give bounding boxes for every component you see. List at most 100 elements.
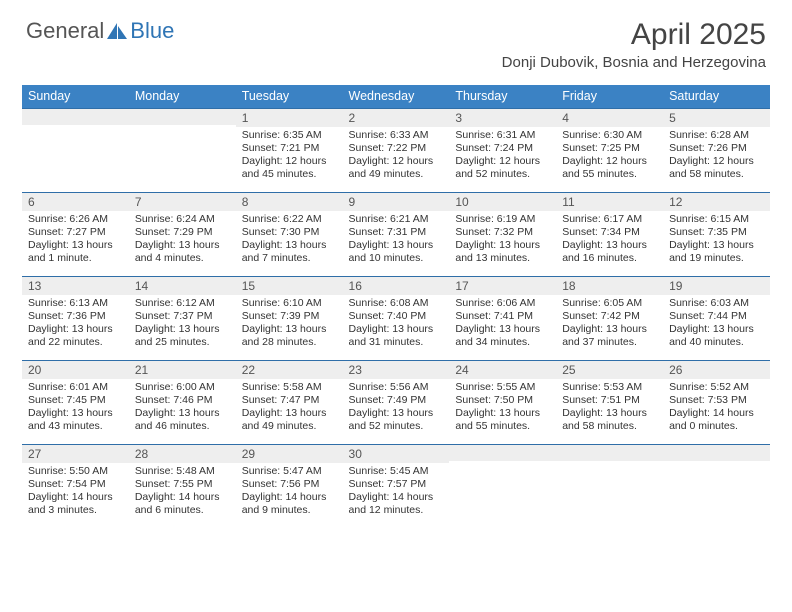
sunset-text: Sunset: 7:21 PM [242,142,337,155]
day-details: Sunrise: 6:21 AMSunset: 7:31 PMDaylight:… [343,211,450,270]
sunrise-text: Sunrise: 6:35 AM [242,129,337,142]
title-block: April 2025 Donji Dubovik, Bosnia and Her… [502,18,766,71]
sunset-text: Sunset: 7:36 PM [28,310,123,323]
day-details: Sunrise: 6:05 AMSunset: 7:42 PMDaylight:… [556,295,663,354]
day-number [449,444,556,461]
calendar-cell: 16Sunrise: 6:08 AMSunset: 7:40 PMDayligh… [343,276,450,360]
day-number: 14 [129,276,236,295]
sunset-text: Sunset: 7:51 PM [562,394,657,407]
calendar-cell [556,444,663,528]
sunset-text: Sunset: 7:54 PM [28,478,123,491]
sunset-text: Sunset: 7:47 PM [242,394,337,407]
sunset-text: Sunset: 7:27 PM [28,226,123,239]
daylight-text: Daylight: 13 hours and 31 minutes. [349,323,444,349]
weekday-header: Monday [129,85,236,108]
calendar-cell: 30Sunrise: 5:45 AMSunset: 7:57 PMDayligh… [343,444,450,528]
day-details: Sunrise: 6:15 AMSunset: 7:35 PMDaylight:… [663,211,770,270]
sunset-text: Sunset: 7:55 PM [135,478,230,491]
day-details: Sunrise: 6:19 AMSunset: 7:32 PMDaylight:… [449,211,556,270]
daylight-text: Daylight: 13 hours and 37 minutes. [562,323,657,349]
brand-text-general: General [26,18,104,44]
day-details: Sunrise: 6:00 AMSunset: 7:46 PMDaylight:… [129,379,236,438]
calendar-cell: 21Sunrise: 6:00 AMSunset: 7:46 PMDayligh… [129,360,236,444]
day-number: 25 [556,360,663,379]
day-number: 10 [449,192,556,211]
sunrise-text: Sunrise: 6:03 AM [669,297,764,310]
day-number: 24 [449,360,556,379]
daylight-text: Daylight: 12 hours and 52 minutes. [455,155,550,181]
day-details: Sunrise: 5:55 AMSunset: 7:50 PMDaylight:… [449,379,556,438]
daylight-text: Daylight: 13 hours and 34 minutes. [455,323,550,349]
day-number: 20 [22,360,129,379]
sunset-text: Sunset: 7:26 PM [669,142,764,155]
sunset-text: Sunset: 7:29 PM [135,226,230,239]
sunset-text: Sunset: 7:42 PM [562,310,657,323]
sunset-text: Sunset: 7:45 PM [28,394,123,407]
day-number [22,108,129,125]
calendar-row: 27Sunrise: 5:50 AMSunset: 7:54 PMDayligh… [22,444,770,528]
calendar-cell: 11Sunrise: 6:17 AMSunset: 7:34 PMDayligh… [556,192,663,276]
day-number: 19 [663,276,770,295]
day-details: Sunrise: 6:22 AMSunset: 7:30 PMDaylight:… [236,211,343,270]
calendar-cell: 28Sunrise: 5:48 AMSunset: 7:55 PMDayligh… [129,444,236,528]
sunrise-text: Sunrise: 6:05 AM [562,297,657,310]
day-number: 5 [663,108,770,127]
sunrise-text: Sunrise: 5:56 AM [349,381,444,394]
day-number: 12 [663,192,770,211]
sunrise-text: Sunrise: 6:12 AM [135,297,230,310]
day-number: 16 [343,276,450,295]
calendar-row: 6Sunrise: 6:26 AMSunset: 7:27 PMDaylight… [22,192,770,276]
calendar-cell: 18Sunrise: 6:05 AMSunset: 7:42 PMDayligh… [556,276,663,360]
calendar-cell: 24Sunrise: 5:55 AMSunset: 7:50 PMDayligh… [449,360,556,444]
sunrise-text: Sunrise: 5:47 AM [242,465,337,478]
day-number [129,108,236,125]
day-details: Sunrise: 5:47 AMSunset: 7:56 PMDaylight:… [236,463,343,522]
daylight-text: Daylight: 13 hours and 58 minutes. [562,407,657,433]
day-number: 18 [556,276,663,295]
day-details: Sunrise: 5:48 AMSunset: 7:55 PMDaylight:… [129,463,236,522]
sunrise-text: Sunrise: 5:45 AM [349,465,444,478]
day-details: Sunrise: 6:13 AMSunset: 7:36 PMDaylight:… [22,295,129,354]
daylight-text: Daylight: 13 hours and 52 minutes. [349,407,444,433]
day-details: Sunrise: 6:28 AMSunset: 7:26 PMDaylight:… [663,127,770,186]
day-details: Sunrise: 6:12 AMSunset: 7:37 PMDaylight:… [129,295,236,354]
day-number: 4 [556,108,663,127]
day-details: Sunrise: 5:45 AMSunset: 7:57 PMDaylight:… [343,463,450,522]
day-number: 13 [22,276,129,295]
day-number: 30 [343,444,450,463]
calendar-cell: 8Sunrise: 6:22 AMSunset: 7:30 PMDaylight… [236,192,343,276]
day-number: 11 [556,192,663,211]
calendar-cell [129,108,236,192]
sunset-text: Sunset: 7:49 PM [349,394,444,407]
calendar-cell: 4Sunrise: 6:30 AMSunset: 7:25 PMDaylight… [556,108,663,192]
sunrise-text: Sunrise: 6:01 AM [28,381,123,394]
sunrise-text: Sunrise: 5:53 AM [562,381,657,394]
page-title: April 2025 [502,18,766,52]
day-details: Sunrise: 5:56 AMSunset: 7:49 PMDaylight:… [343,379,450,438]
sunset-text: Sunset: 7:30 PM [242,226,337,239]
daylight-text: Daylight: 13 hours and 16 minutes. [562,239,657,265]
day-number: 26 [663,360,770,379]
calendar-cell: 13Sunrise: 6:13 AMSunset: 7:36 PMDayligh… [22,276,129,360]
day-details: Sunrise: 6:35 AMSunset: 7:21 PMDaylight:… [236,127,343,186]
sunrise-text: Sunrise: 6:13 AM [28,297,123,310]
calendar-table: Sunday Monday Tuesday Wednesday Thursday… [22,85,770,528]
day-number: 17 [449,276,556,295]
calendar-cell: 26Sunrise: 5:52 AMSunset: 7:53 PMDayligh… [663,360,770,444]
sunset-text: Sunset: 7:50 PM [455,394,550,407]
calendar-cell: 27Sunrise: 5:50 AMSunset: 7:54 PMDayligh… [22,444,129,528]
sunrise-text: Sunrise: 6:06 AM [455,297,550,310]
weekday-header: Friday [556,85,663,108]
calendar-cell [663,444,770,528]
sunset-text: Sunset: 7:31 PM [349,226,444,239]
calendar-cell: 10Sunrise: 6:19 AMSunset: 7:32 PMDayligh… [449,192,556,276]
sunset-text: Sunset: 7:37 PM [135,310,230,323]
calendar-cell: 6Sunrise: 6:26 AMSunset: 7:27 PMDaylight… [22,192,129,276]
day-number [663,444,770,461]
sunset-text: Sunset: 7:53 PM [669,394,764,407]
sunset-text: Sunset: 7:56 PM [242,478,337,491]
calendar-body: 1Sunrise: 6:35 AMSunset: 7:21 PMDaylight… [22,108,770,528]
sunset-text: Sunset: 7:44 PM [669,310,764,323]
calendar-cell: 14Sunrise: 6:12 AMSunset: 7:37 PMDayligh… [129,276,236,360]
daylight-text: Daylight: 12 hours and 45 minutes. [242,155,337,181]
